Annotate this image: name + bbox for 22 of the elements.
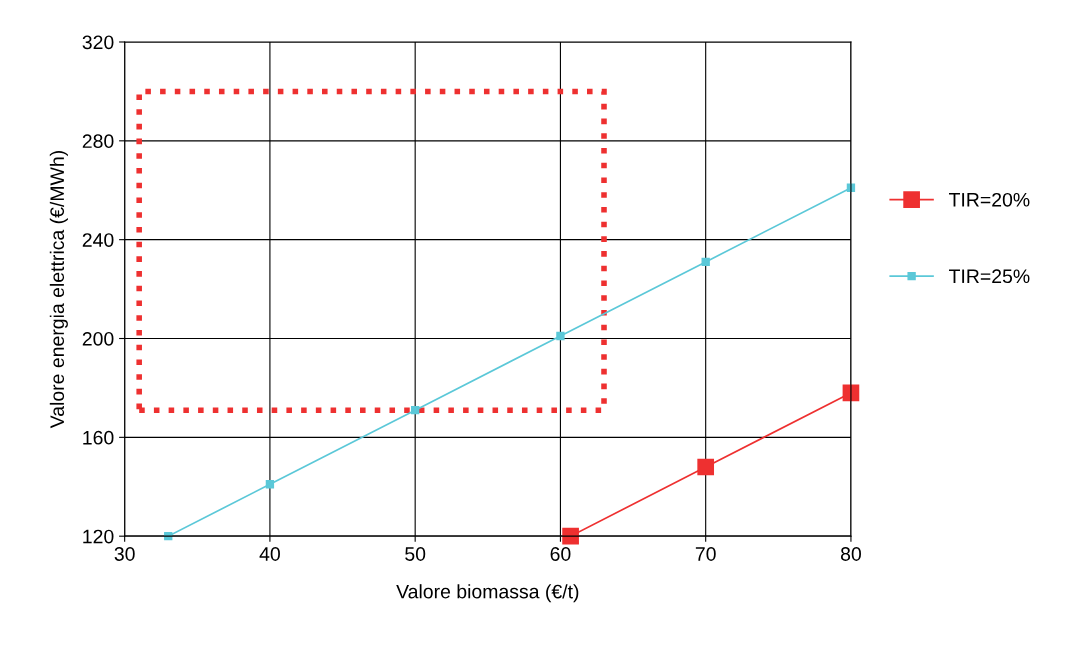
y-tick-label: 240: [82, 233, 114, 247]
y-tick-label: 320: [82, 35, 114, 50]
y-tick-label: 200: [82, 331, 114, 346]
y-tick-label: 120: [83, 529, 114, 544]
y-tick-label: 280: [82, 134, 114, 149]
x-tick-label: 50: [405, 547, 426, 561]
legend-label: TIR=20%: [949, 192, 1030, 207]
x-tick-label: 80: [840, 547, 861, 561]
point: [556, 331, 565, 341]
y-axis-title: Valore energia elettrica (€/MWh): [49, 151, 68, 429]
x-tick-label: 70: [695, 547, 716, 561]
x-tick-label: 40: [259, 547, 280, 561]
legend-label: TIR=25%: [949, 269, 1030, 284]
point: [411, 405, 420, 415]
x-tick-label: 60: [550, 547, 571, 561]
x-axis-title: Valore biomassa (€/t): [396, 584, 579, 603]
point: [265, 480, 275, 489]
point: [701, 257, 710, 267]
x-tick-label: 30: [114, 547, 135, 561]
y-tick-label: 160: [83, 430, 114, 445]
point: [562, 527, 579, 545]
point: [697, 458, 715, 476]
